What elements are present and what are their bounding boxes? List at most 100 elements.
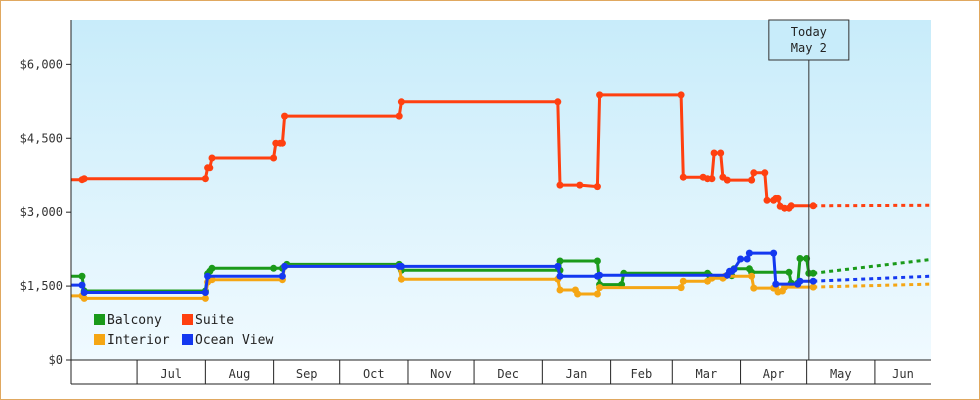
x-tick-label-jul: Jul [160, 367, 182, 381]
data-point-suite[interactable] [748, 176, 756, 184]
x-tick-label-apr: Apr [763, 367, 785, 381]
data-point-suite[interactable] [556, 181, 564, 189]
data-point-balcony[interactable] [796, 255, 804, 262]
data-point-balcony[interactable] [270, 264, 278, 272]
y-tick-label: $3,000 [20, 205, 63, 219]
data-point-balcony[interactable] [593, 257, 601, 265]
data-point-ocean-view[interactable] [278, 272, 286, 280]
legend-swatch-ocean-view[interactable] [182, 334, 193, 345]
data-point-balcony[interactable] [78, 272, 86, 280]
data-point-ocean-view[interactable] [554, 262, 562, 270]
data-point-ocean-view[interactable] [556, 272, 564, 280]
data-point-interior[interactable] [397, 275, 405, 283]
data-point-interior[interactable] [201, 294, 209, 302]
data-point-ocean-view[interactable] [596, 271, 604, 279]
x-tick-label-dec: Dec [497, 367, 519, 381]
y-tick-label: $6,000 [20, 57, 63, 71]
data-point-suite[interactable] [596, 91, 604, 99]
y-tick-label: $4,500 [20, 131, 63, 145]
data-point-interior[interactable] [556, 286, 564, 294]
data-point-ocean-view[interactable] [809, 277, 817, 285]
legend-label-interior[interactable]: Interior [107, 333, 170, 348]
data-point-interior[interactable] [574, 290, 582, 298]
data-point-suite[interactable] [281, 112, 289, 120]
data-point-suite[interactable] [397, 98, 405, 106]
data-point-suite[interactable] [395, 112, 403, 120]
data-point-suite[interactable] [208, 154, 216, 162]
projection-line-balcony [813, 257, 932, 275]
data-point-ocean-view[interactable] [201, 289, 209, 296]
data-point-ocean-view[interactable] [281, 262, 289, 270]
data-point-suite[interactable] [278, 139, 286, 147]
data-point-suite[interactable] [723, 176, 731, 184]
data-point-suite[interactable] [717, 149, 725, 157]
data-point-ocean-view[interactable] [737, 255, 745, 263]
data-point-balcony[interactable] [208, 264, 216, 272]
legend-label-balcony[interactable]: Balcony [107, 313, 162, 328]
legend: Balcony Suite Interior Ocean View [94, 313, 273, 348]
data-point-ocean-view[interactable] [743, 255, 751, 263]
data-point-ocean-view[interactable] [772, 280, 780, 288]
data-point-ocean-view[interactable] [745, 249, 753, 257]
legend-label-ocean-view[interactable]: Ocean View [195, 333, 273, 348]
data-point-suite[interactable] [677, 91, 685, 99]
legend-swatch-balcony[interactable] [94, 314, 105, 325]
data-point-interior[interactable] [679, 277, 687, 285]
data-point-suite[interactable] [787, 202, 795, 210]
data-point-suite[interactable] [679, 173, 687, 181]
data-point-suite[interactable] [774, 194, 782, 202]
x-tick-label-feb: Feb [631, 367, 653, 381]
data-point-ocean-view[interactable] [78, 281, 86, 289]
projection-line-ocean-view [813, 274, 932, 283]
projection-line-interior [813, 282, 932, 289]
data-point-interior[interactable] [596, 284, 604, 292]
legend-label-suite[interactable]: Suite [195, 313, 234, 328]
y-tick-label: $0 [49, 353, 63, 367]
data-point-ocean-view[interactable] [204, 272, 212, 280]
data-point-ocean-view[interactable] [770, 249, 778, 257]
plot-area [71, 20, 931, 360]
series-ocean-view [71, 249, 932, 296]
data-point-suite[interactable] [554, 98, 562, 106]
data-point-interior[interactable] [80, 294, 88, 302]
series-suite [71, 91, 932, 212]
data-point-suite[interactable] [201, 175, 209, 183]
today-date-label: May 2 [791, 41, 827, 55]
data-point-suite[interactable] [593, 183, 601, 191]
data-point-interior[interactable] [677, 284, 685, 292]
data-point-ocean-view[interactable] [397, 262, 405, 270]
data-point-interior[interactable] [750, 284, 758, 292]
today-label: Today [791, 25, 827, 39]
data-point-interior[interactable] [748, 272, 756, 280]
data-point-suite[interactable] [809, 202, 817, 210]
data-point-balcony[interactable] [785, 268, 793, 276]
x-tick-label-aug: Aug [229, 367, 251, 381]
legend-swatch-suite[interactable] [182, 314, 193, 325]
data-point-interior[interactable] [593, 290, 601, 298]
x-tick-label-oct: Oct [363, 367, 385, 381]
legend-swatch-interior[interactable] [94, 334, 105, 345]
data-point-suite[interactable] [206, 164, 214, 172]
x-tick-label-mar: Mar [696, 367, 718, 381]
x-tick-label-jun: Jun [892, 367, 914, 381]
data-point-suite[interactable] [80, 175, 88, 183]
y-tick-label: $1,500 [20, 279, 63, 293]
data-point-suite[interactable] [761, 169, 769, 177]
data-point-suite[interactable] [270, 154, 278, 162]
x-tick-label-nov: Nov [430, 367, 452, 381]
x-tick-label-may: May [830, 367, 852, 381]
data-point-suite[interactable] [710, 149, 718, 157]
data-point-suite[interactable] [576, 181, 584, 189]
data-point-ocean-view[interactable] [80, 289, 88, 296]
data-point-suite[interactable] [708, 175, 716, 183]
x-tick-label-jan: Jan [566, 367, 588, 381]
data-point-ocean-view[interactable] [796, 277, 804, 285]
data-point-suite[interactable] [763, 196, 771, 204]
data-point-balcony[interactable] [809, 269, 817, 277]
data-point-balcony[interactable] [556, 257, 564, 265]
data-point-interior[interactable] [809, 283, 817, 291]
data-point-suite[interactable] [750, 169, 758, 177]
x-tick-label-sep: Sep [296, 367, 318, 381]
data-point-ocean-view[interactable] [730, 265, 738, 273]
